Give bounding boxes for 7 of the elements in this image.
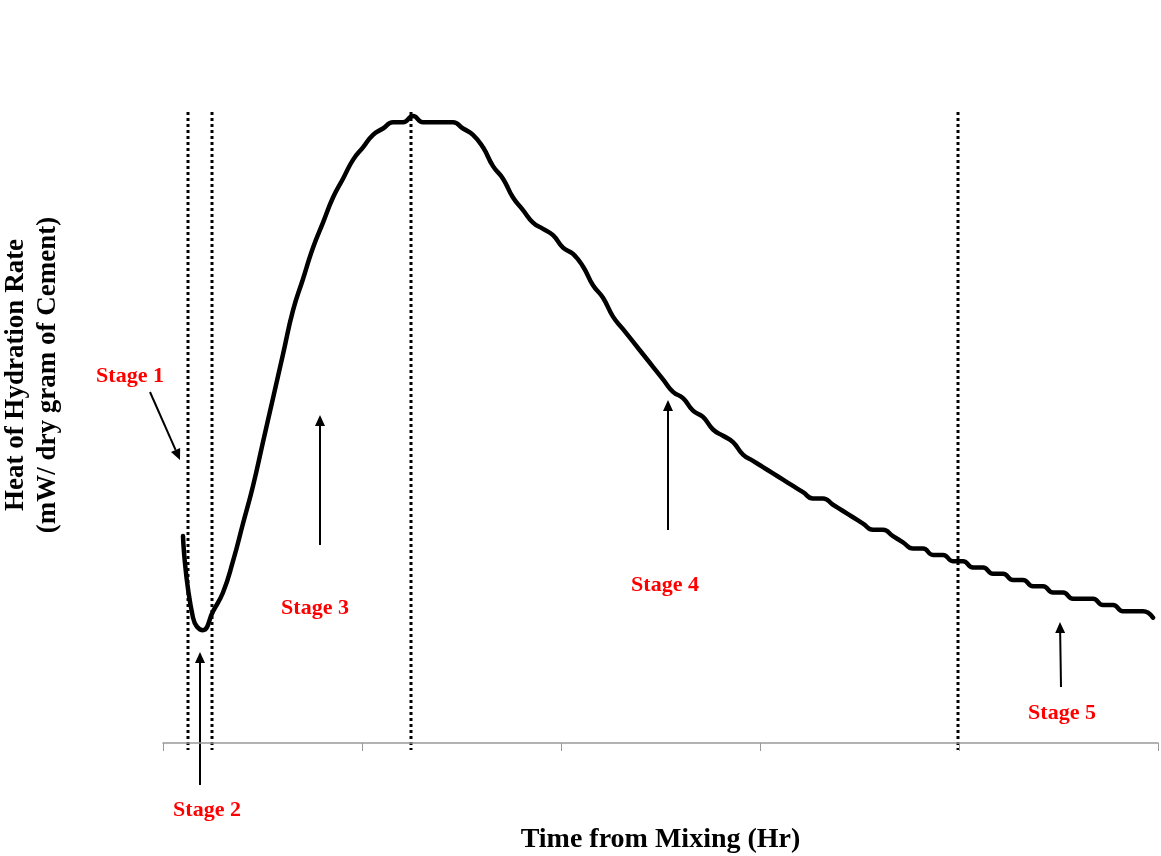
annotation: Stage 5 [1028,698,1096,724]
text: Stage 2 [173,795,241,821]
annotation: Stage 4 [631,570,699,596]
annotation: Stage 1 [96,361,164,387]
x-axis-title: Time from Mixing (Hr) [520,821,801,853]
y-axis-title: Heat of Hydration Rate (mW/ dry gram of Cement) [0,216,61,534]
annotation: Stage 3 [281,593,349,619]
